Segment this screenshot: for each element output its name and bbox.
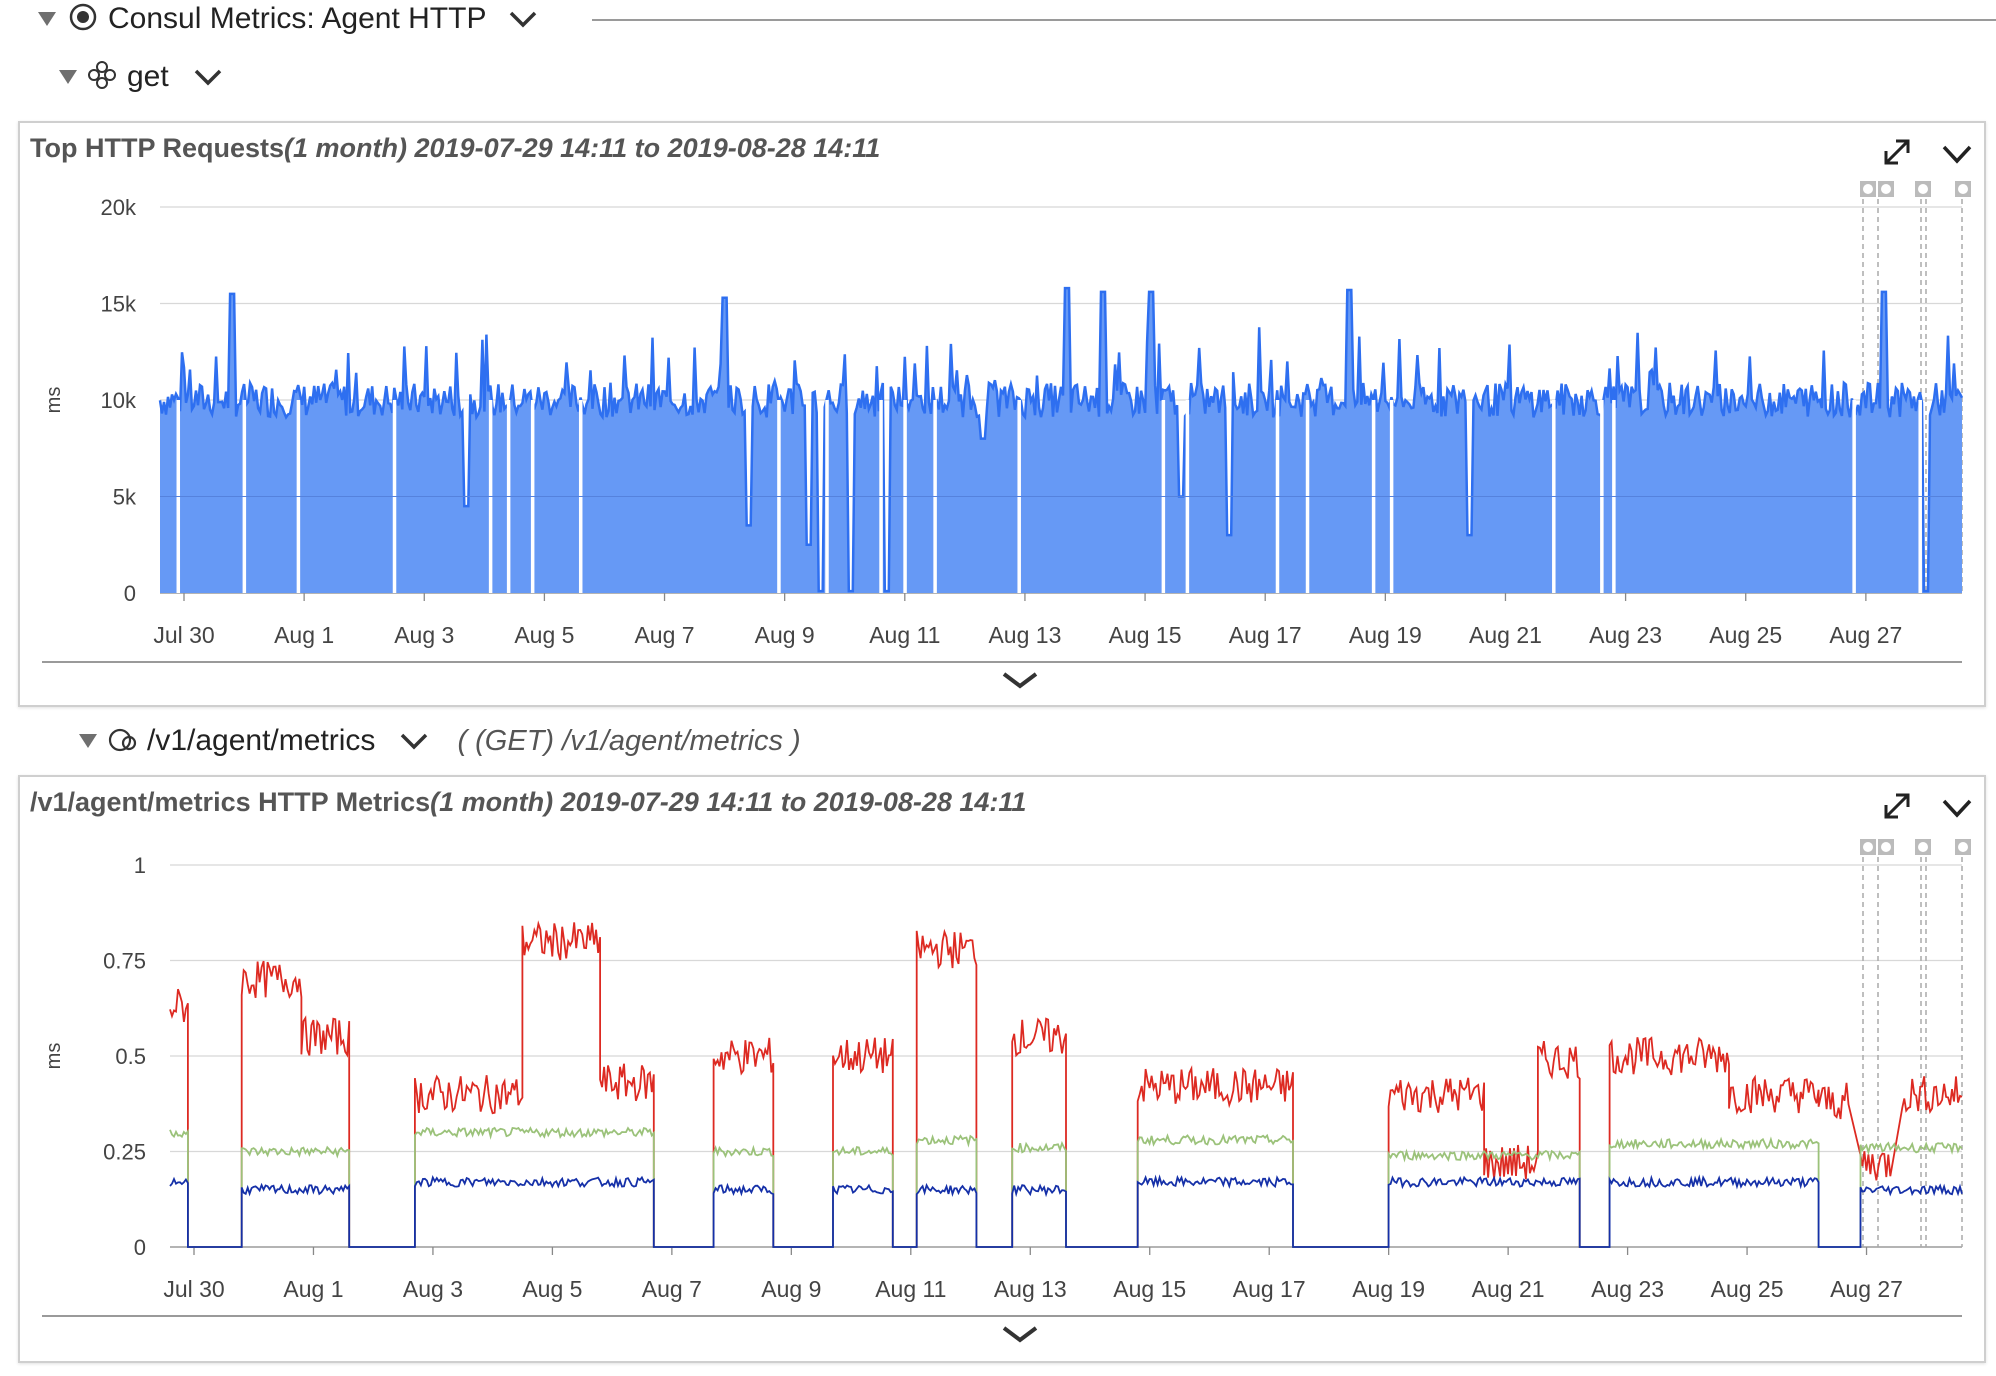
top-requests-chart: 0 5k 10k 15k 20k ms Jul 30 Aug 1 Aug 3 Aug 5 Aug 7… xyxy=(42,181,1971,689)
series-line-blue xyxy=(169,1174,1963,1248)
collapse-chevron-icon xyxy=(1002,1326,1038,1343)
tree-row-group[interactable]: get xyxy=(59,60,223,94)
panel-title-range: (1 month) 2019-07-29 14:11 to 2019-08-28… xyxy=(430,787,1027,817)
x-tick-label: Aug 5 xyxy=(522,1276,582,1302)
event-flag-dot xyxy=(1863,184,1873,194)
instance-icon xyxy=(107,724,137,759)
x-tick-label: Aug 1 xyxy=(283,1276,343,1302)
collapse-caret-icon[interactable] xyxy=(79,734,97,748)
panel-title-main: /v1/agent/metrics HTTP Metrics xyxy=(30,787,431,817)
x-tick-label: Aug 11 xyxy=(875,1276,946,1302)
tree-row-root[interactable]: Consul Metrics: Agent HTTP xyxy=(38,2,538,36)
x-tick-label: Aug 23 xyxy=(1589,622,1662,648)
event-flag-dot xyxy=(1958,842,1968,852)
chevron-down-icon[interactable] xyxy=(1940,797,1974,824)
y-tick-label: 5k xyxy=(113,485,137,510)
x-tick-label: Aug 3 xyxy=(403,1276,463,1302)
event-flag-dot xyxy=(1881,184,1891,194)
instance-description: ( (GET) /v1/agent/metrics ) xyxy=(457,724,801,757)
chevron-down-icon[interactable] xyxy=(508,8,538,30)
x-tick-label: Aug 27 xyxy=(1829,622,1902,648)
top-http-requests-panel: Top HTTP Requests(1 month) 2019-07-29 14… xyxy=(18,121,1986,707)
event-flag-dot xyxy=(1863,842,1873,852)
x-tick-label: Aug 13 xyxy=(994,1276,1067,1302)
x-tick-label: Aug 17 xyxy=(1233,1276,1306,1302)
collapse-caret-icon[interactable] xyxy=(38,12,56,26)
x-tick-label: Aug 7 xyxy=(642,1276,702,1302)
x-tick-label: Aug 25 xyxy=(1711,1276,1784,1302)
x-tick-label: Aug 19 xyxy=(1349,622,1422,648)
x-tick-label: Aug 3 xyxy=(394,622,454,648)
series-line-green xyxy=(169,1126,1963,1248)
x-tick-label: Aug 15 xyxy=(1109,622,1182,648)
y-tick-label: 10k xyxy=(101,388,137,413)
series-area xyxy=(160,288,1962,593)
y-axis-label: ms xyxy=(43,387,65,414)
x-tick-label: Aug 9 xyxy=(755,622,815,648)
y-tick-label: 15k xyxy=(101,292,137,317)
root-label: Consul Metrics: Agent HTTP xyxy=(108,2,487,35)
x-tick-label: Aug 11 xyxy=(869,622,940,648)
agent-metrics-panel: /v1/agent/metrics HTTP Metrics(1 month) … xyxy=(18,775,1986,1363)
chevron-down-icon[interactable] xyxy=(1940,143,1974,170)
collapse-caret-icon[interactable] xyxy=(59,70,77,84)
chevron-down-icon[interactable] xyxy=(399,730,429,752)
x-tick-label: Aug 15 xyxy=(1113,1276,1186,1302)
collapse-chevron-icon xyxy=(1002,672,1038,689)
event-flag-dot xyxy=(1918,184,1928,194)
event-flag-dot xyxy=(1918,842,1928,852)
x-tick-label: Aug 9 xyxy=(761,1276,821,1302)
expand-icon[interactable] xyxy=(1880,135,1914,174)
y-tick-label: 0 xyxy=(134,1235,146,1260)
x-tick-label: Aug 23 xyxy=(1591,1276,1664,1302)
series-line xyxy=(158,286,1964,593)
x-tick-label: Aug 19 xyxy=(1352,1276,1425,1302)
x-tick-label: Aug 5 xyxy=(514,622,574,648)
y-tick-label: 0.25 xyxy=(103,1140,146,1165)
event-flag-dot xyxy=(1958,184,1968,194)
instance-label: /v1/agent/metrics xyxy=(147,724,376,757)
x-tick-label: Aug 27 xyxy=(1830,1276,1903,1302)
y-tick-label: 0.75 xyxy=(103,949,146,974)
x-tick-label: Aug 13 xyxy=(988,622,1061,648)
panel-title-range: (1 month) 2019-07-29 14:11 to 2019-08-28… xyxy=(284,133,881,163)
http-metrics-chart: 0 0.25 0.5 0.75 1 ms Jul 30 Aug 1 Aug 3 Aug 5 Aug … xyxy=(42,839,1971,1343)
y-tick-label: 0.5 xyxy=(115,1044,146,1069)
panel-title-main: Top HTTP Requests xyxy=(30,133,285,163)
x-tick-label: Aug 21 xyxy=(1472,1276,1545,1302)
tree-row-instance[interactable]: /v1/agent/metrics ( (GET) /v1/agent/metr… xyxy=(79,724,801,758)
x-tick-label: Aug 7 xyxy=(634,622,694,648)
chevron-down-icon[interactable] xyxy=(193,66,223,88)
y-tick-label: 1 xyxy=(134,853,146,878)
cluster-icon xyxy=(87,60,117,95)
x-tick-label: Jul 30 xyxy=(163,1276,224,1302)
series-line-red xyxy=(169,920,1963,1248)
panel-title: /v1/agent/metrics HTTP Metrics(1 month) … xyxy=(30,787,1026,818)
y-tick-label: 20k xyxy=(101,195,137,220)
x-tick-label: Aug 17 xyxy=(1229,622,1302,648)
expand-icon[interactable] xyxy=(1880,789,1914,828)
event-flag-dot xyxy=(1881,842,1891,852)
x-tick-label: Aug 25 xyxy=(1709,622,1782,648)
x-tick-label: Aug 1 xyxy=(274,622,334,648)
x-tick-label: Aug 21 xyxy=(1469,622,1542,648)
group-label: get xyxy=(127,60,169,93)
y-axis-label: ms xyxy=(43,1043,65,1070)
header-divider xyxy=(592,19,1996,21)
panel-title: Top HTTP Requests(1 month) 2019-07-29 14… xyxy=(30,133,880,164)
y-tick-label: 0 xyxy=(124,581,136,606)
target-icon xyxy=(68,2,98,37)
x-tick-label: Jul 30 xyxy=(153,622,214,648)
